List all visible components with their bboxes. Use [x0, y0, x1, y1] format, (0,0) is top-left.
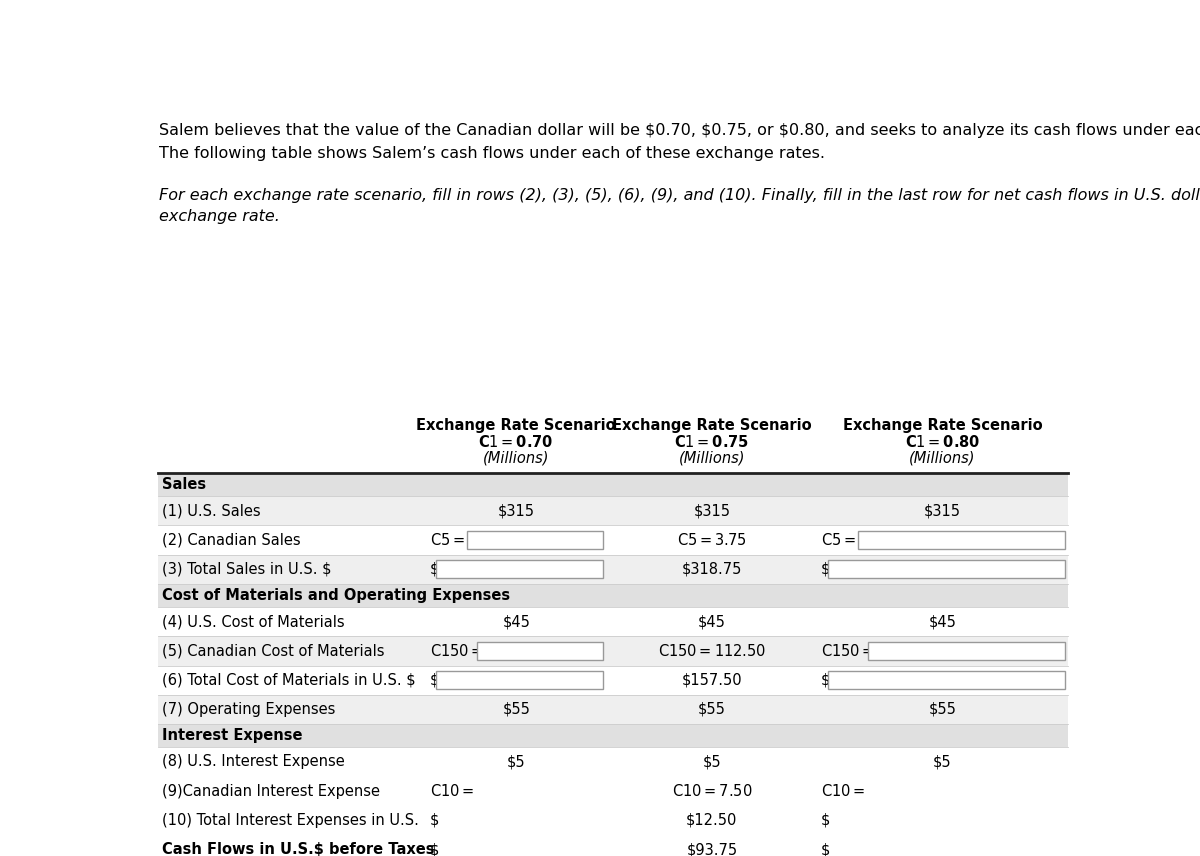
Text: $157.50: $157.50 — [682, 673, 742, 687]
Text: $55: $55 — [503, 702, 530, 717]
Text: $315: $315 — [694, 503, 731, 519]
Bar — [157, 695, 1068, 724]
Bar — [157, 747, 1068, 776]
Text: $5: $5 — [702, 754, 721, 770]
Text: Cost of Materials and Operating Expenses: Cost of Materials and Operating Expenses — [162, 588, 510, 603]
Text: Sales: Sales — [162, 477, 206, 492]
Text: $12.50: $12.50 — [686, 813, 738, 828]
Bar — [157, 607, 1068, 636]
Bar — [157, 584, 1068, 607]
Text: $45: $45 — [698, 615, 726, 629]
Bar — [863, 782, 1064, 800]
Text: (8) U.S. Interest Expense: (8) U.S. Interest Expense — [162, 754, 346, 770]
Bar — [157, 776, 1068, 805]
Bar — [157, 835, 1068, 856]
Bar — [472, 782, 604, 800]
Bar — [437, 811, 604, 829]
Text: (Millions): (Millions) — [679, 451, 745, 466]
Text: Salem believes that the value of the Canadian dollar will be $0.70, $0.75, or $0: Salem believes that the value of the Can… — [160, 122, 1200, 138]
Text: (3) Total Sales in U.S. $: (3) Total Sales in U.S. $ — [162, 562, 332, 577]
Text: (Millions): (Millions) — [482, 451, 550, 466]
Bar — [157, 805, 1068, 835]
Text: $: $ — [430, 673, 439, 687]
Bar — [157, 636, 1068, 666]
Bar — [157, 496, 1068, 526]
Text: $55: $55 — [698, 702, 726, 717]
Text: (4) U.S. Cost of Materials: (4) U.S. Cost of Materials — [162, 615, 346, 629]
Text: $45: $45 — [503, 615, 530, 629]
Bar — [828, 811, 1064, 829]
Text: $: $ — [430, 562, 439, 577]
Text: (6) Total Cost of Materials in U.S. $: (6) Total Cost of Materials in U.S. $ — [162, 673, 416, 687]
Text: Exchange Rate Scenario: Exchange Rate Scenario — [612, 419, 811, 433]
Text: The following table shows Salem’s cash flows under each of these exchange rates.: The following table shows Salem’s cash f… — [160, 146, 826, 161]
Text: C$1=$0.70: C$1=$0.70 — [479, 434, 554, 449]
Bar — [437, 561, 604, 579]
Bar — [828, 561, 1064, 579]
Text: $: $ — [821, 842, 830, 856]
Text: C$1=$0.80: C$1=$0.80 — [905, 434, 980, 449]
Text: $318.75: $318.75 — [682, 562, 742, 577]
Text: $5: $5 — [506, 754, 526, 770]
Text: C$150 = $: C$150 = $ — [430, 643, 484, 659]
Text: exchange rate.: exchange rate. — [160, 209, 280, 224]
Bar — [437, 841, 604, 856]
Text: $55: $55 — [929, 702, 956, 717]
Text: (9)Canadian Interest Expense: (9)Canadian Interest Expense — [162, 783, 380, 799]
Bar — [157, 555, 1068, 584]
Bar — [828, 671, 1064, 689]
Text: $45: $45 — [929, 615, 956, 629]
Text: Exchange Rate Scenario: Exchange Rate Scenario — [416, 419, 616, 433]
Text: C$5 =$3.75: C$5 =$3.75 — [677, 532, 746, 548]
Text: $93.75: $93.75 — [686, 842, 738, 856]
Text: C$5 = $: C$5 = $ — [821, 532, 856, 548]
Bar — [467, 531, 604, 550]
Text: $: $ — [821, 813, 830, 828]
Text: C$150 = $112.50: C$150 = $112.50 — [658, 643, 766, 659]
Text: $: $ — [821, 673, 830, 687]
Text: $: $ — [821, 562, 830, 577]
Bar — [868, 642, 1064, 660]
Text: (5) Canadian Cost of Materials: (5) Canadian Cost of Materials — [162, 644, 385, 658]
Bar — [437, 671, 604, 689]
Bar — [157, 473, 1068, 496]
Text: $5: $5 — [934, 754, 952, 770]
Bar — [476, 642, 604, 660]
Text: C$10 = $7.50: C$10 = $7.50 — [672, 783, 752, 800]
Text: C$10 = $: C$10 = $ — [821, 783, 865, 800]
Text: Exchange Rate Scenario: Exchange Rate Scenario — [842, 419, 1043, 433]
Text: (7) Operating Expenses: (7) Operating Expenses — [162, 702, 336, 717]
Bar — [157, 724, 1068, 747]
Bar — [828, 841, 1064, 856]
Text: C$1=$0.75: C$1=$0.75 — [674, 434, 750, 449]
Text: C$150 = $: C$150 = $ — [821, 643, 875, 659]
Text: C$10 = $: C$10 = $ — [430, 783, 474, 800]
Text: $: $ — [430, 813, 439, 828]
Text: $315: $315 — [924, 503, 961, 519]
Text: $315: $315 — [498, 503, 535, 519]
Text: (10) Total Interest Expenses in U.S.: (10) Total Interest Expenses in U.S. — [162, 813, 419, 828]
Text: $: $ — [430, 842, 439, 856]
Bar — [157, 666, 1068, 695]
Text: For each exchange rate scenario, fill in rows (2), (3), (5), (6), (9), and (10).: For each exchange rate scenario, fill in… — [160, 188, 1200, 203]
Text: (2) Canadian Sales: (2) Canadian Sales — [162, 532, 301, 548]
Text: C$5 = $: C$5 = $ — [430, 532, 464, 548]
Bar — [858, 531, 1064, 550]
Text: Cash Flows in U.S.$ before Taxes: Cash Flows in U.S.$ before Taxes — [162, 842, 434, 856]
Text: Interest Expense: Interest Expense — [162, 728, 302, 743]
Text: (Millions): (Millions) — [910, 451, 976, 466]
Text: (1) U.S. Sales: (1) U.S. Sales — [162, 503, 262, 519]
Bar — [157, 526, 1068, 555]
